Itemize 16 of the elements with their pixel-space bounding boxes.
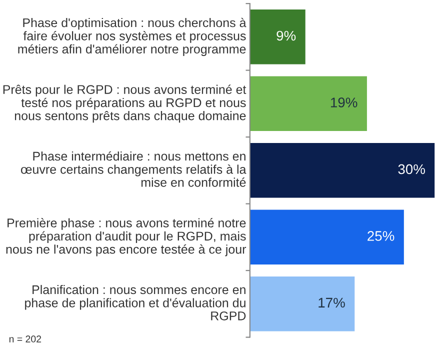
y-tick-label: Planification : nous sommes encore en phase de planification et d'évaluation du RGPD xyxy=(25,284,246,320)
y-tick-label: Prêts pour le RGPD : nous avons terminé et testé nos préparations au RGPD et nous nous sentons prêts dans chaque domaine xyxy=(3,84,246,123)
data-label: 9% xyxy=(276,30,296,41)
y-tick-label: Première phase : nous avons terminé notre préparation d'audit pour le RGPD, mais nous ne l'avons pas encore testée à ce jour xyxy=(6,218,246,256)
y-tick-label: Phase intermédiaire : nous mettons en œuvre certains changements relatifs à la mise en conformité xyxy=(20,151,246,187)
data-label: 17% xyxy=(318,298,345,308)
bar xyxy=(250,210,404,265)
bar xyxy=(250,276,355,332)
bar xyxy=(250,143,435,198)
data-label: 30% xyxy=(398,164,425,174)
bar xyxy=(250,76,367,132)
bar xyxy=(250,10,306,64)
text: n = 202 xyxy=(9,336,42,342)
data-label: 19% xyxy=(330,98,358,108)
data-label: 25% xyxy=(368,231,394,241)
y-tick-label: Phase d'optimisation : nous cherchons à faire évoluer nos systèmes et processus métiers afin d'améliorer notre programme xyxy=(18,18,246,56)
